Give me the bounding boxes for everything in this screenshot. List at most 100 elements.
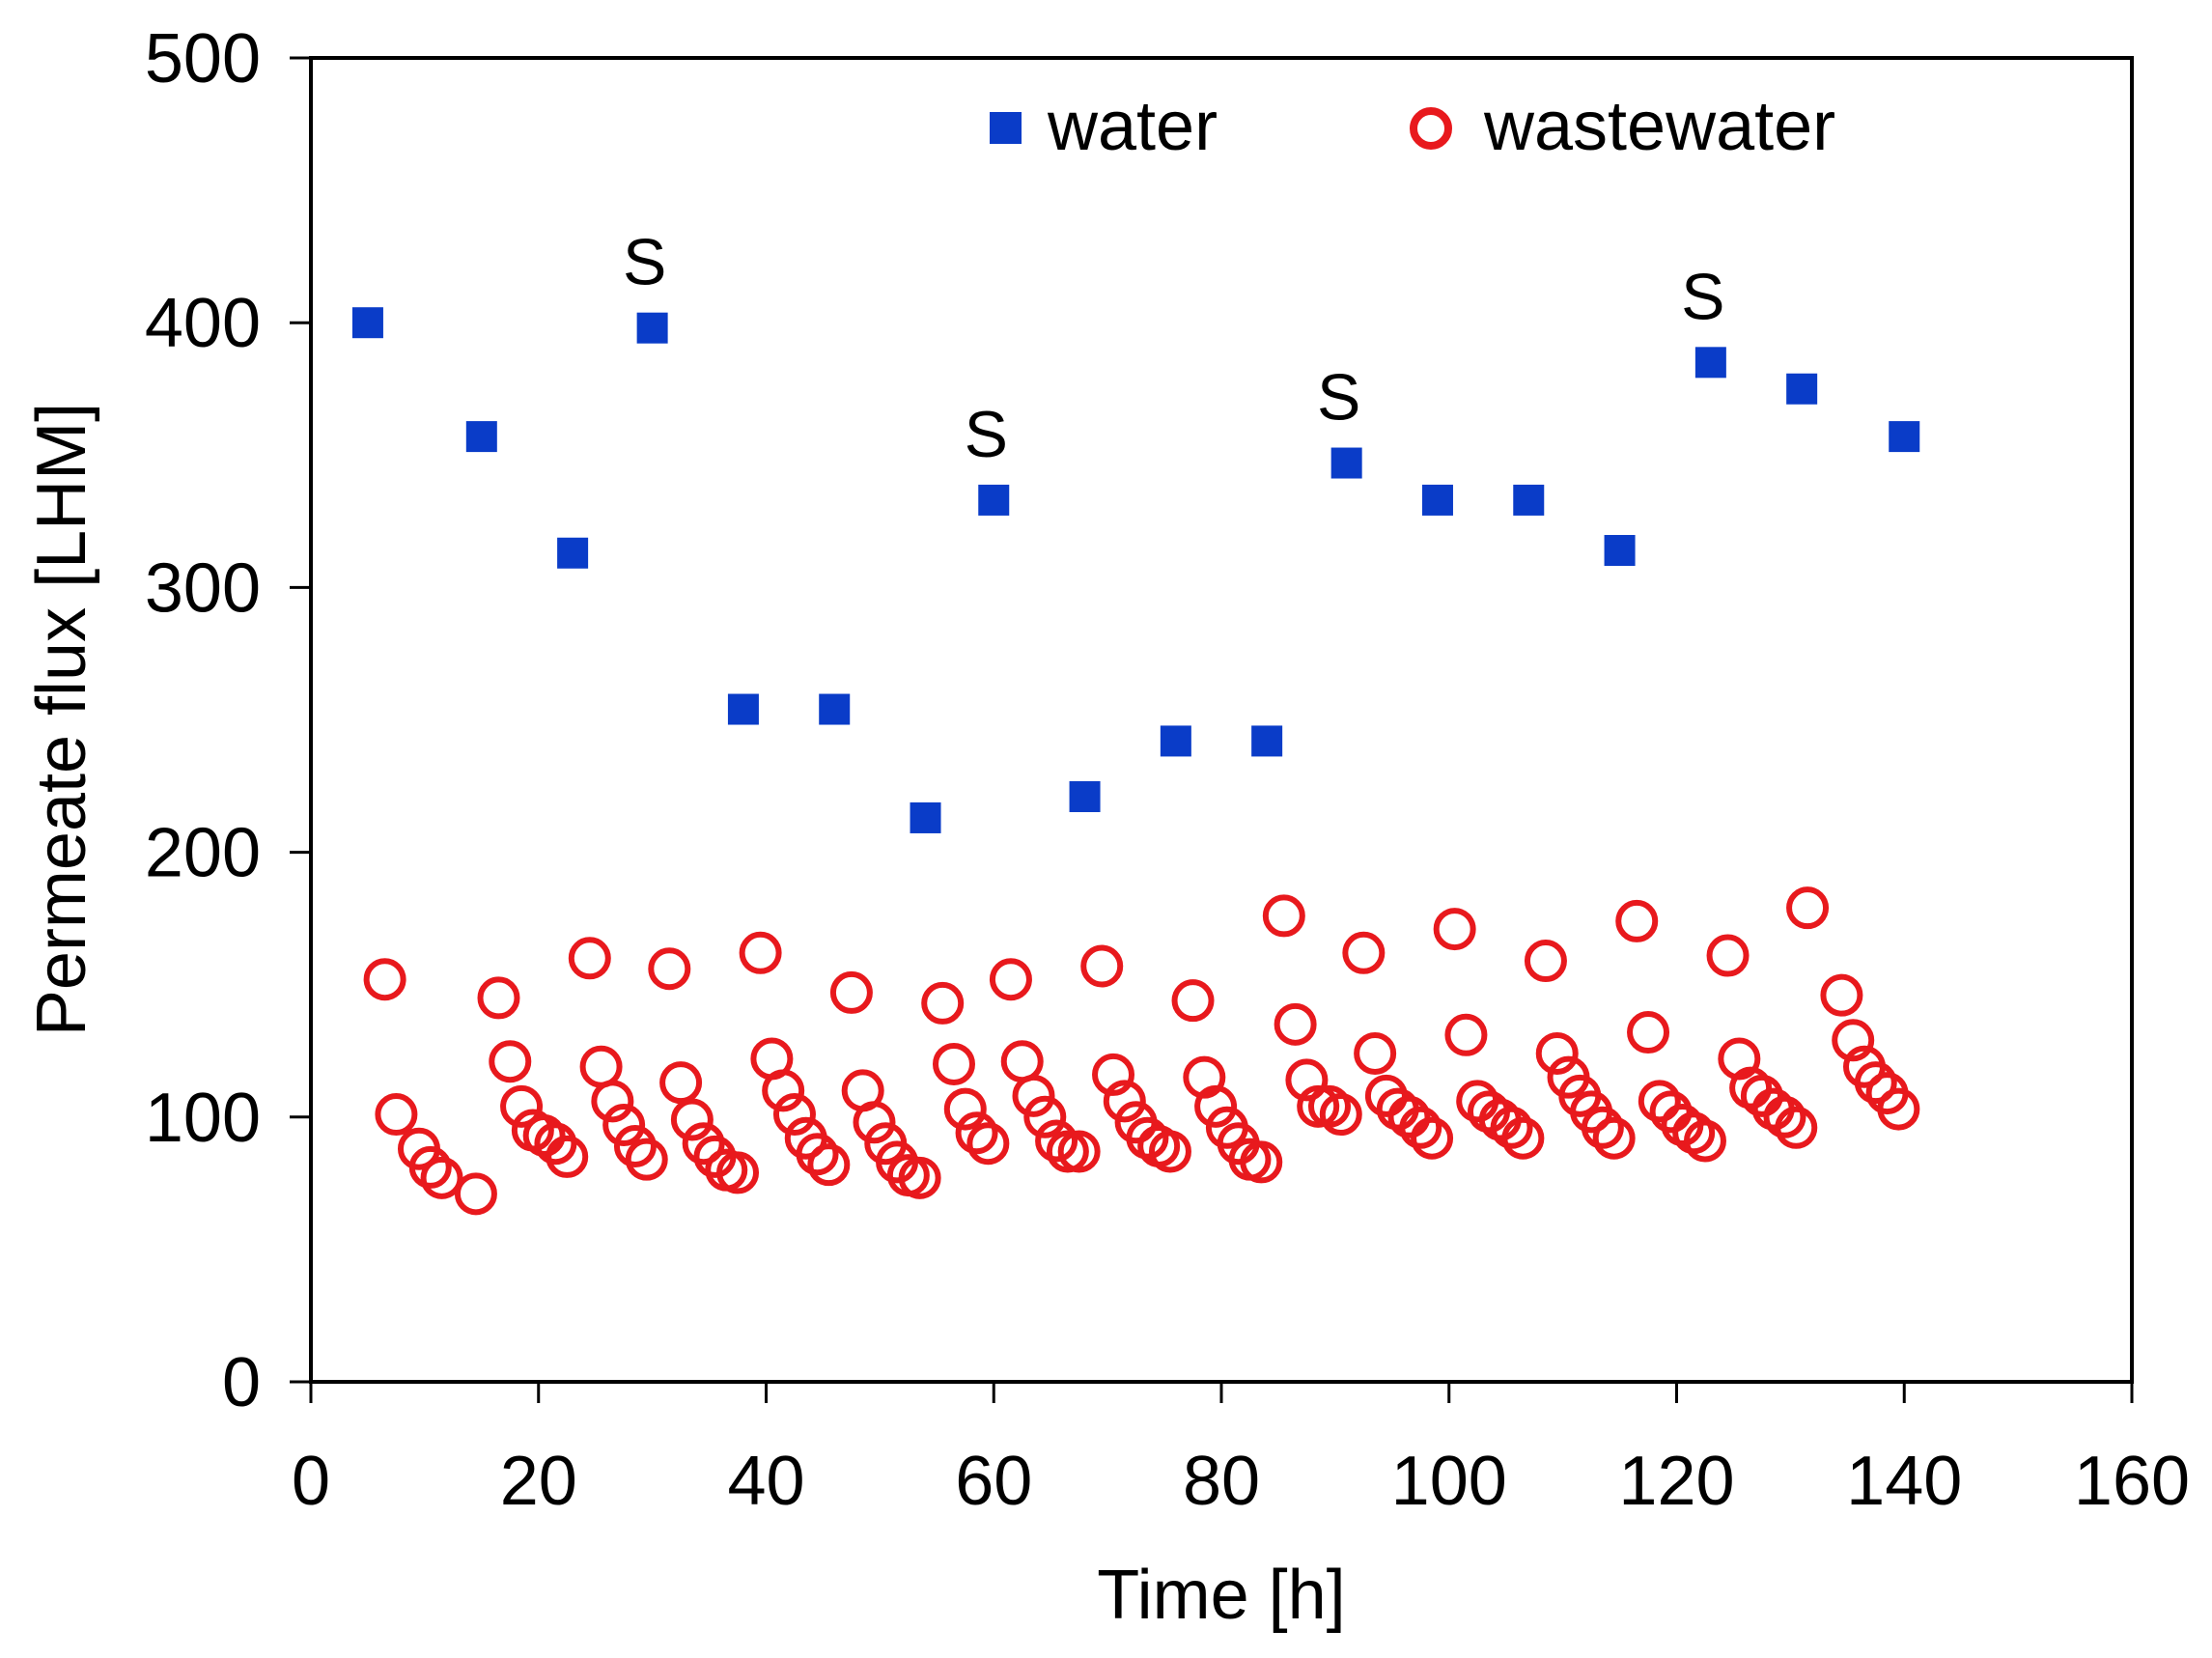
wastewater-point	[1046, 1130, 1089, 1173]
wastewater-point	[966, 1122, 1010, 1166]
water-point	[351, 307, 383, 339]
wastewater-point	[1000, 1040, 1044, 1083]
annotation-label: S	[1681, 260, 1724, 333]
wastewater-point	[1592, 1116, 1636, 1160]
wastewater-point	[1399, 1106, 1442, 1149]
wastewater-point	[1035, 1119, 1078, 1163]
wastewater-point	[408, 1145, 452, 1189]
wastewater-point	[522, 1113, 566, 1157]
wastewater-point	[1057, 1130, 1101, 1173]
annotation-label: S	[965, 398, 1008, 471]
wastewater-point	[1524, 940, 1567, 983]
wastewater-point	[955, 1111, 998, 1155]
wastewater-point	[1080, 944, 1124, 988]
series-wastewater	[363, 886, 1920, 1216]
wastewater-point	[1581, 1106, 1624, 1149]
wastewater-point	[1364, 1074, 1408, 1117]
water-point	[727, 693, 759, 725]
wastewater-point	[682, 1122, 725, 1166]
wastewater-point	[1387, 1095, 1431, 1138]
wastewater-point	[489, 1040, 532, 1083]
annotation-label: S	[623, 226, 666, 299]
wastewater-point	[591, 1080, 634, 1123]
y-axis: 0 100 200 300 400 500	[145, 20, 311, 1421]
wastewater-point	[625, 1138, 668, 1181]
wastewater-point	[1342, 931, 1386, 974]
wastewater-point	[898, 1156, 941, 1199]
wastewater-point	[363, 958, 406, 1001]
wastewater-point	[1729, 1066, 1773, 1110]
wastewater-point	[1672, 1111, 1716, 1155]
water-point	[465, 421, 497, 453]
wastewater-point	[1274, 1002, 1317, 1046]
x-tick-label: 40	[727, 1443, 804, 1520]
x-tick-label: 160	[2074, 1443, 2190, 1520]
wastewater-point	[670, 1098, 714, 1141]
y-tick-label: 200	[145, 815, 261, 892]
wastewater-point	[1444, 1013, 1488, 1056]
wastewater-point	[1501, 1116, 1545, 1160]
wastewater-point	[1354, 1031, 1397, 1075]
x-tick-label: 80	[1183, 1443, 1260, 1520]
legend-marker-wastewater	[1410, 107, 1452, 150]
x-tick-label: 100	[1391, 1443, 1507, 1520]
water-point	[557, 537, 589, 569]
wastewater-point	[853, 1101, 896, 1144]
wastewater-point	[1023, 1095, 1067, 1138]
legend-label-water: water	[1047, 88, 1218, 165]
wastewater-point	[1262, 894, 1305, 938]
x-tick-label: 140	[1846, 1443, 1962, 1520]
water-point	[1889, 421, 1920, 453]
wastewater-point	[1877, 1087, 1920, 1131]
water-point	[1421, 484, 1453, 516]
wastewater-point	[739, 931, 782, 974]
wastewater-point	[420, 1156, 463, 1199]
wastewater-point	[1012, 1074, 1055, 1117]
wastewater-point	[1171, 979, 1215, 1023]
water-point	[978, 484, 1010, 516]
x-tick-label: 0	[292, 1443, 330, 1520]
wastewater-point	[1433, 908, 1476, 951]
wastewater-point	[1126, 1116, 1169, 1160]
water-point	[1513, 484, 1545, 516]
wastewater-point	[1706, 934, 1750, 977]
wastewater-point	[1615, 899, 1659, 942]
y-tick-label: 300	[145, 549, 261, 627]
wastewater-point	[1683, 1119, 1726, 1163]
y-axis-title: Permeate flux [LHM]	[23, 403, 100, 1036]
wastewater-point	[921, 981, 965, 1025]
wastewater-point	[1820, 973, 1863, 1017]
wastewater-point	[1103, 1080, 1146, 1123]
wastewater-point	[1490, 1106, 1533, 1149]
water-point	[1251, 725, 1283, 757]
wastewater-point	[1763, 1095, 1806, 1138]
wastewater-point	[659, 1061, 703, 1105]
water-point	[1694, 347, 1726, 379]
water-point	[636, 312, 668, 344]
x-axis-title: Time [h]	[1097, 1557, 1345, 1634]
water-point	[1330, 447, 1362, 479]
wastewater-point	[772, 1093, 816, 1137]
wastewater-point	[943, 1087, 987, 1131]
wastewater-point	[1649, 1090, 1693, 1134]
annotations: S S S S	[623, 226, 1725, 471]
wastewater-point	[1786, 886, 1830, 930]
water-point	[1786, 373, 1818, 405]
wastewater-point	[1535, 1031, 1579, 1075]
x-tick-label: 20	[500, 1443, 577, 1520]
water-point	[1160, 725, 1191, 757]
wastewater-point	[796, 1133, 839, 1176]
wastewater-point	[477, 976, 520, 1020]
wastewater-point	[1319, 1093, 1362, 1137]
wastewater-point	[602, 1104, 646, 1147]
wastewater-point	[1148, 1130, 1191, 1173]
wastewater-point	[716, 1151, 760, 1194]
y-tick-label: 0	[222, 1344, 261, 1421]
wastewater-point	[1627, 1011, 1670, 1054]
wastewater-point	[1307, 1084, 1351, 1128]
wastewater-point	[454, 1172, 497, 1216]
water-point	[1604, 535, 1636, 567]
legend-label-wastewater: wastewater	[1483, 88, 1835, 165]
wastewater-point	[989, 958, 1032, 1001]
